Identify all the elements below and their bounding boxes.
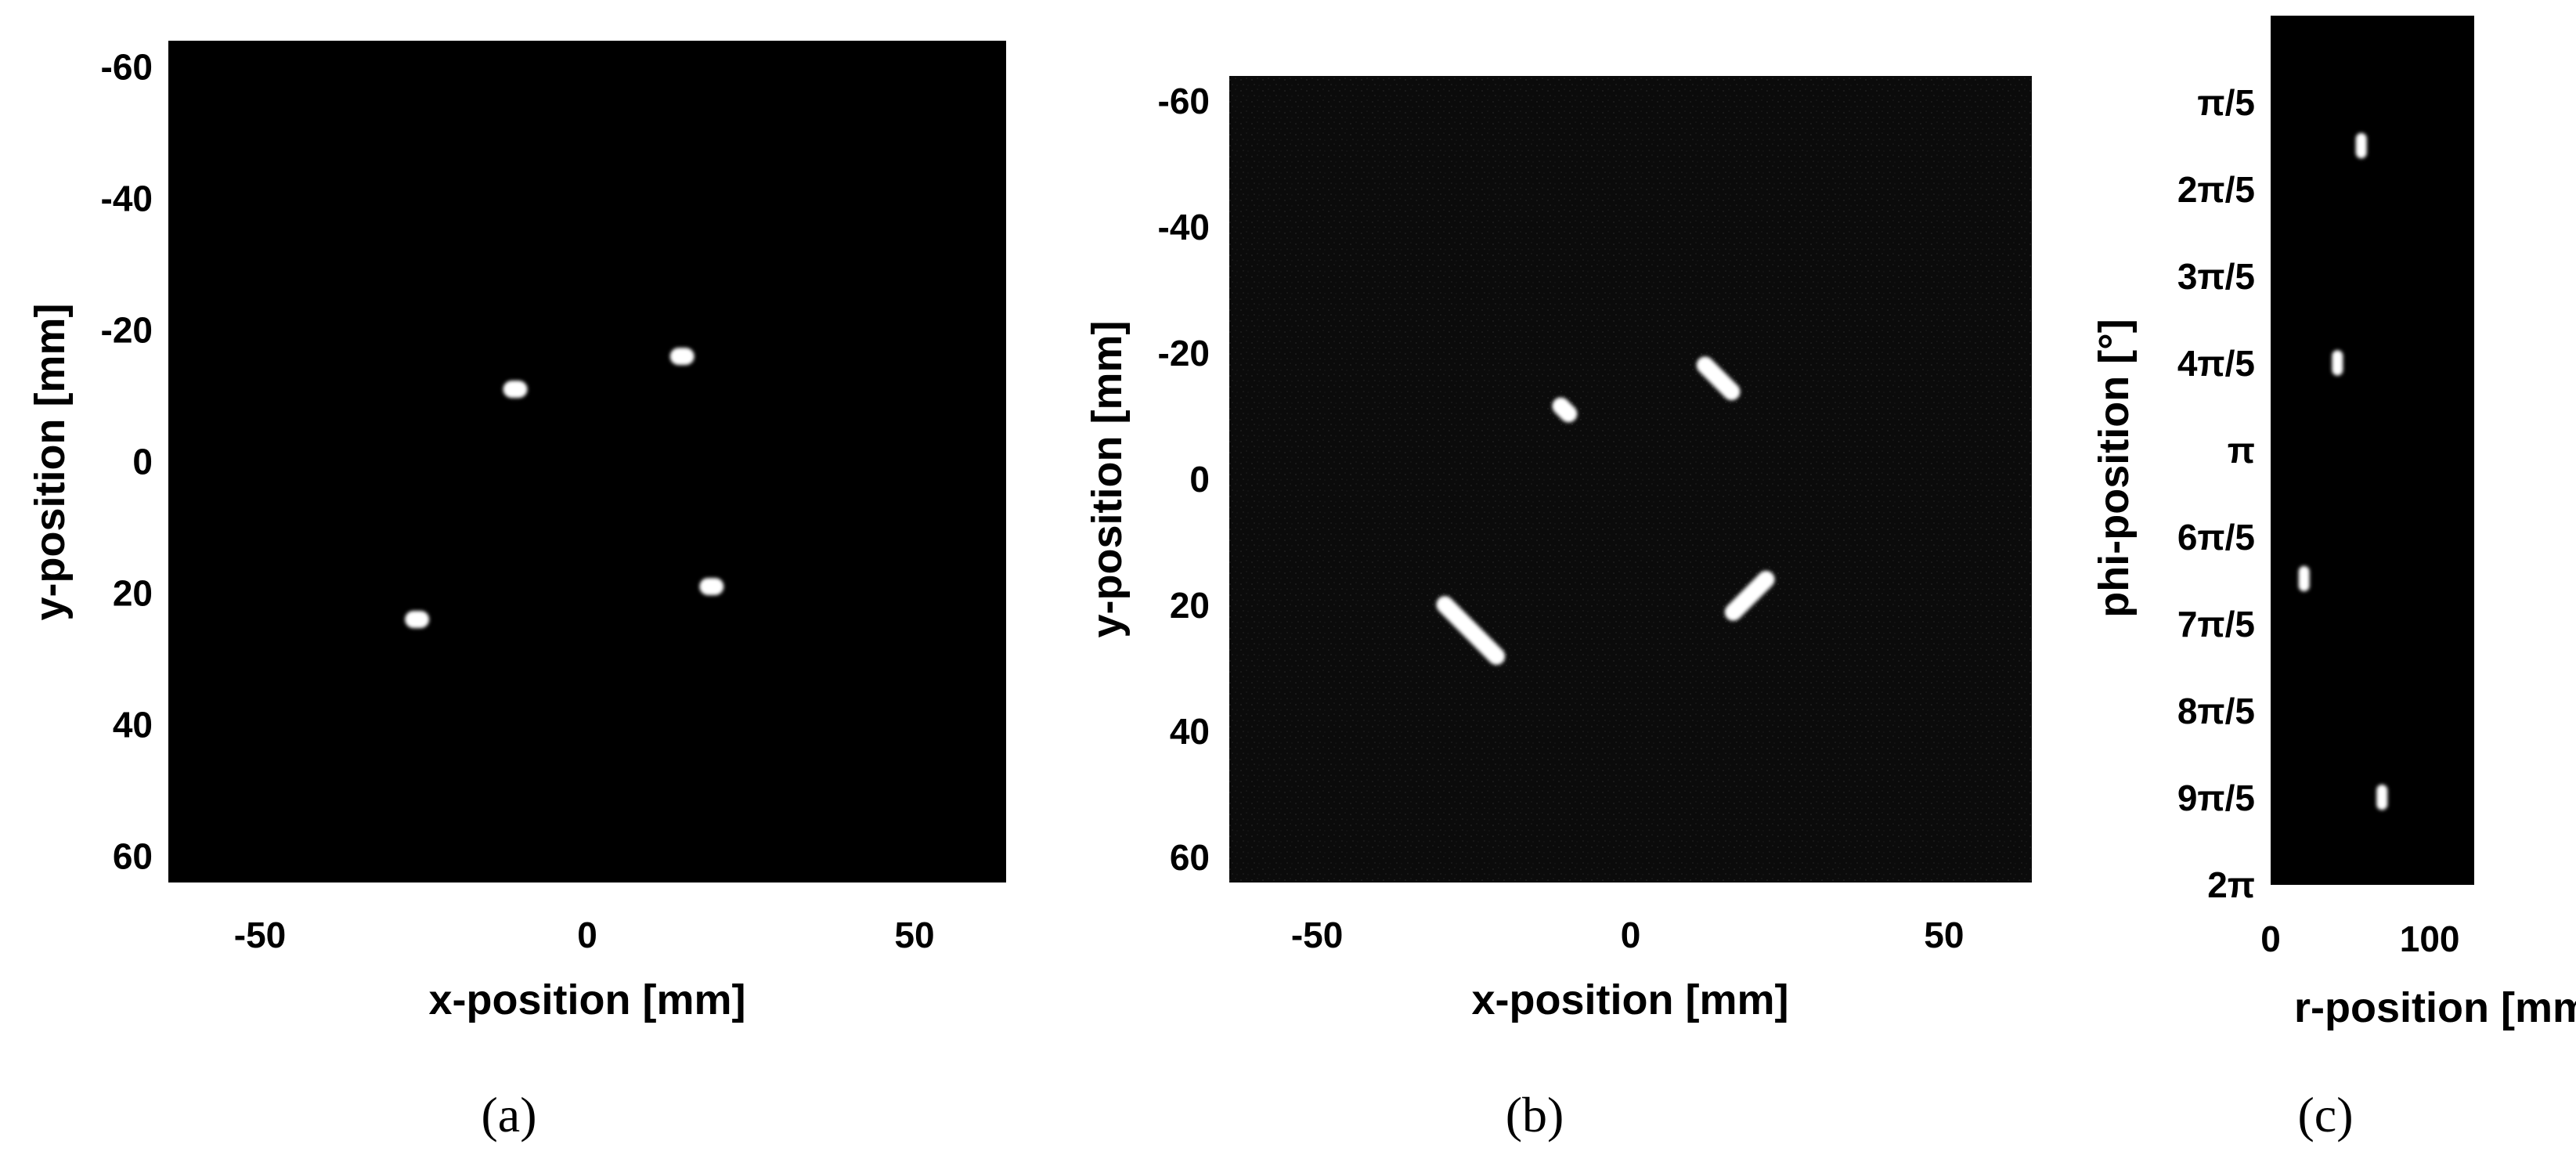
panel-a-y-ticks: -60 -40 -20 0 20 40 60 — [101, 47, 153, 877]
panel-b-plot-area — [1229, 76, 2032, 882]
panel-c-y-tick-label: 8π/5 — [2177, 691, 2255, 731]
panel-b-spots — [1436, 356, 1775, 666]
panel-b-y-tick-label: 60 — [1170, 837, 1210, 878]
panel-b-x-axis-label: x-position [mm] — [1472, 976, 1789, 1023]
panel-c-spot-4 — [2376, 784, 2388, 810]
panel-c-y-tick-label: 2π/5 — [2177, 169, 2255, 210]
panel-c-y-axis-label: phi-position [°] — [2091, 319, 2138, 617]
panel-b-y-tick-label: 20 — [1170, 585, 1210, 626]
panel-a-y-axis-label: y-position [mm] — [27, 304, 74, 621]
panel-a-spot-3 — [699, 578, 724, 596]
panel-c-x-axis-label: r-position [mm] — [2294, 984, 2576, 1031]
panel-a-x-tick-label: 0 — [577, 915, 597, 955]
panel-a-spot-4 — [405, 611, 430, 629]
panel-b-x-tick-label: -50 — [1291, 915, 1343, 955]
panel-a-x-ticks: -50 0 50 — [234, 915, 935, 955]
panel-b-spot-4 — [1436, 596, 1506, 666]
panel-b-y-ticks: -60 -40 -20 0 20 40 60 — [1158, 81, 1210, 878]
panel-b-y-tick-label: 0 — [1189, 459, 1210, 500]
panel-c-y-tick-label: 7π/5 — [2177, 604, 2255, 644]
panel-a-x-tick-label: 50 — [894, 915, 934, 955]
panel-c-x-tick-label: 0 — [2260, 919, 2281, 959]
panel-a-y-tick-label: 60 — [113, 836, 153, 876]
panel-c-plot-area — [2271, 16, 2474, 885]
panel-a-y-tick-label: 0 — [132, 442, 153, 482]
panel-a-spot-1 — [503, 381, 528, 399]
panel-c-y-tick-label: π — [2228, 430, 2255, 471]
panel-b-x-tick-label: 0 — [1621, 915, 1641, 955]
panel-b-x-tick-label: 50 — [1924, 915, 1964, 955]
panel-c-caption: (c) — [2297, 1087, 2353, 1142]
panel-a-y-tick-label: -20 — [101, 310, 153, 351]
panel-b-caption: (b) — [1506, 1087, 1564, 1142]
panel-b-spot-2 — [1696, 356, 1741, 401]
panel-c-spots — [2298, 132, 2388, 810]
panel-b-y-tick-label: -60 — [1158, 81, 1210, 121]
panel-b-spot-3 — [1724, 570, 1775, 621]
panel-c: 0 100 π/52π/53π/54π/5π6π/57π/58π/59π/52π … — [2091, 16, 2576, 1142]
panel-a-caption: (a) — [481, 1087, 536, 1142]
panel-a-y-tick-label: 20 — [113, 572, 153, 613]
panel-c-y-tick-label: 3π/5 — [2177, 256, 2255, 297]
panel-a-plot-area — [168, 41, 1006, 882]
panel-a-spot-2 — [669, 348, 695, 366]
panel-c-y-ticks: π/5 2π/5 3π/5 4π/5 π 6π/5 7π/5 8π/5 9π/5 2π — [2177, 82, 2255, 905]
panel-b-x-ticks: -50 0 50 — [1291, 915, 1964, 955]
panel-b-y-tick-label: -20 — [1158, 333, 1210, 374]
panel-c-y-tick-label: 6π/5 — [2177, 517, 2255, 558]
panel-c-x-ticks: 0 100 — [2260, 919, 2459, 959]
panel-c-spot-2 — [2332, 350, 2343, 376]
panel-a-y-tick-label: -40 — [101, 179, 153, 219]
panel-b-y-tick-label: -40 — [1158, 207, 1210, 247]
panel-c-y-tick-label: 9π/5 — [2177, 778, 2255, 818]
panel-a-y-tick-label: -60 — [101, 47, 153, 88]
panel-c-y-tick-label: π/5 — [2197, 82, 2255, 123]
panel-a-spots — [405, 348, 724, 629]
panel-c-spot-1 — [2355, 132, 2367, 159]
panel-c-y-tick-label: 2π — [2207, 864, 2255, 905]
panel-a-y-tick-label: 40 — [113, 704, 153, 745]
panel-c-spot-3 — [2298, 565, 2310, 592]
panel-a-x-tick-label: -50 — [234, 915, 286, 955]
panel-c-x-tick-label: 100 — [2400, 919, 2460, 959]
panel-b-y-axis-label: y-position [mm] — [1084, 321, 1131, 638]
panel-c-y-tick-label: 4π/5 — [2177, 343, 2255, 384]
panel-b-spot-1 — [1552, 397, 1578, 423]
panel-a-x-axis-label: x-position [mm] — [429, 976, 746, 1023]
panel-b-y-tick-label: 40 — [1170, 711, 1210, 752]
